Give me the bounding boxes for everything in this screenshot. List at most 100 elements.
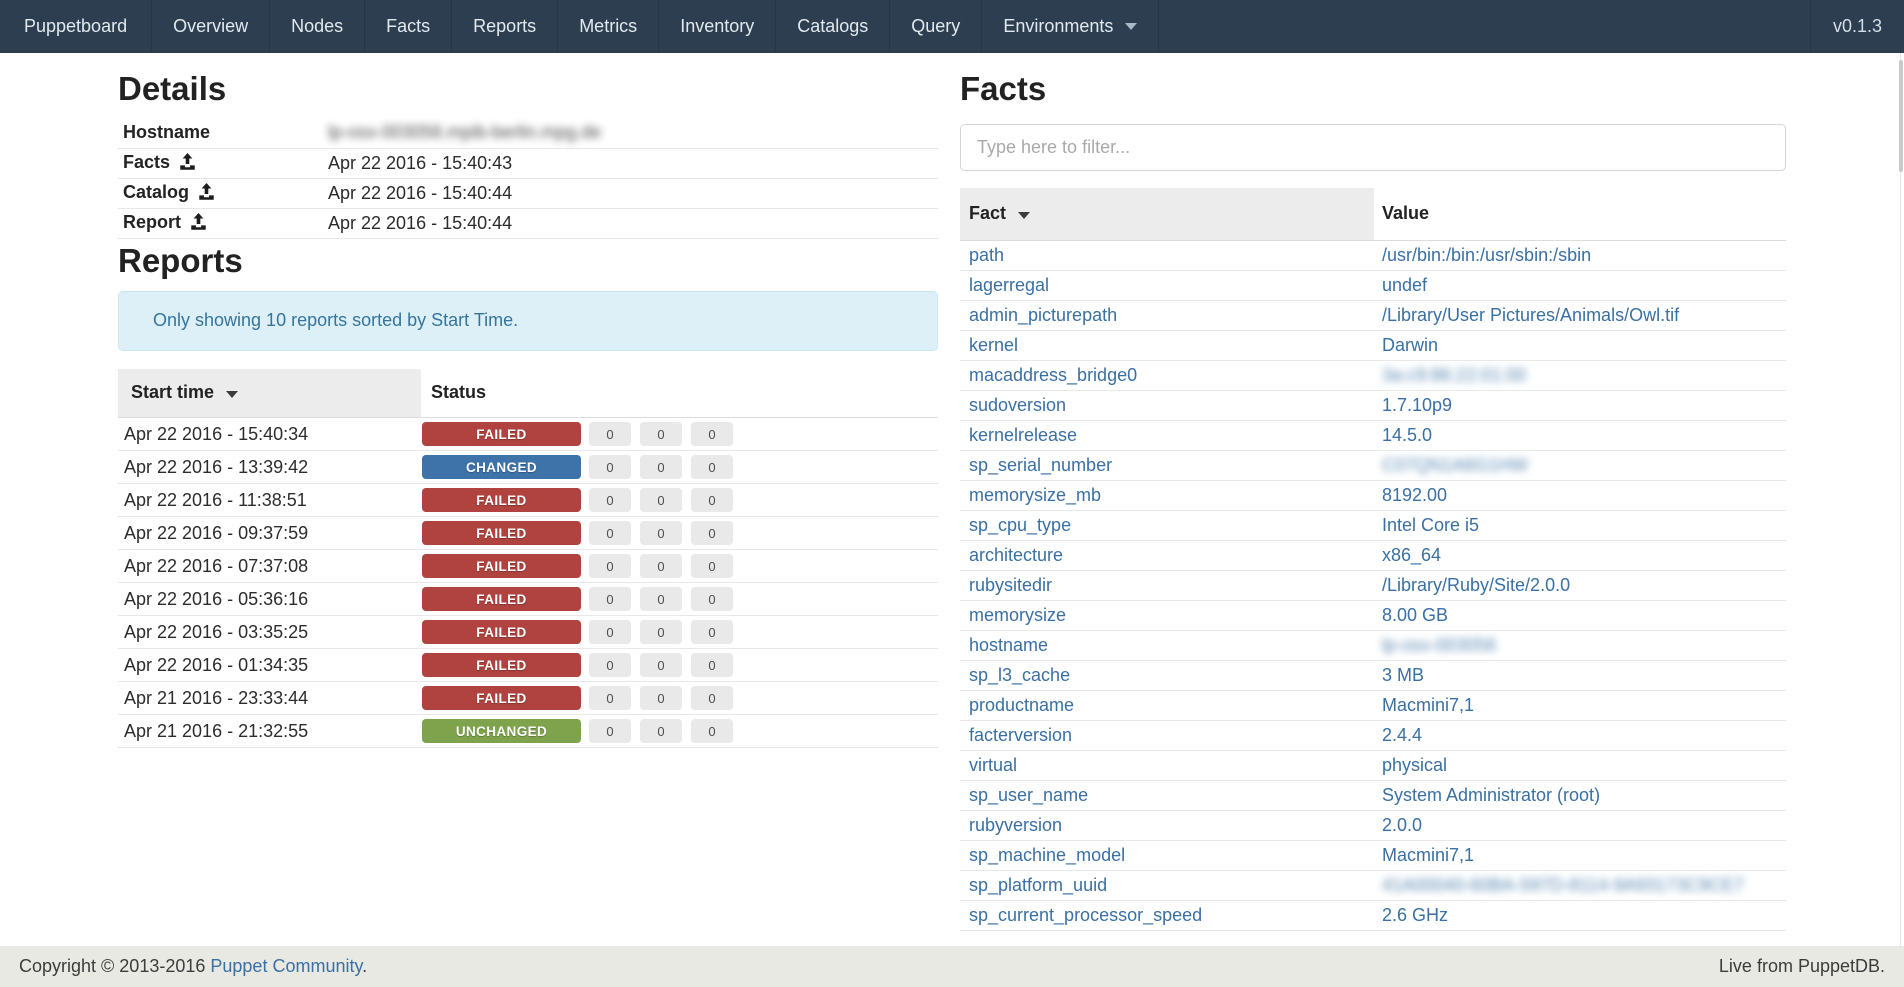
report-status-badge[interactable]: FAILED <box>422 653 581 677</box>
column-header-fact[interactable]: Fact <box>960 188 1374 241</box>
upload-icon[interactable] <box>198 182 215 205</box>
report-status-badge[interactable]: FAILED <box>422 521 581 545</box>
nav-item-environments[interactable]: Environments <box>982 0 1160 53</box>
report-status-badge[interactable]: FAILED <box>422 554 581 578</box>
sort-desc-caret-icon <box>1018 212 1031 220</box>
nav-item-query[interactable]: Query <box>890 0 983 53</box>
fact-value-link[interactable]: /usr/bin:/bin:/usr/sbin:/sbin <box>1382 244 1592 265</box>
fact-value-link[interactable]: 3a:c9:86:22:01:00 <box>1382 364 1527 385</box>
upload-icon[interactable] <box>179 152 196 175</box>
report-status-badge[interactable]: FAILED <box>422 620 581 644</box>
top-navbar: Puppetboard Overview Nodes Facts Reports Met… <box>0 0 1904 53</box>
fact-value-link[interactable]: 8192.00 <box>1382 484 1448 505</box>
nav-item-reports[interactable]: Reports <box>452 0 559 53</box>
fact-value-link[interactable]: 8.00 GB <box>1382 604 1449 625</box>
fact-value-link[interactable]: /Library/User Pictures/Animals/Owl.tif <box>1382 304 1680 325</box>
fact-name-link[interactable]: sp_user_name <box>969 784 1089 805</box>
fact-name-link[interactable]: sp_serial_number <box>969 454 1113 475</box>
fact-row: hostname lp-osx-003056 <box>960 630 1786 661</box>
upload-icon[interactable] <box>190 212 207 235</box>
fact-value-link[interactable]: 41A00040-60BA-597D-8114-9A93173C9CE7 <box>1382 874 1744 895</box>
fact-value-link[interactable]: 2.4.4 <box>1382 724 1423 745</box>
fact-value-link[interactable]: 2.6 GHz <box>1382 904 1449 925</box>
column-header-start-time[interactable]: Start time <box>118 368 421 418</box>
nav-item-metrics[interactable]: Metrics <box>558 0 660 53</box>
chevron-down-icon <box>1125 23 1138 30</box>
fact-value-link[interactable]: undef <box>1382 274 1428 295</box>
fact-name-link[interactable]: hostname <box>969 634 1049 655</box>
fact-value-link[interactable]: x86_64 <box>1382 544 1442 565</box>
puppet-community-link[interactable]: Puppet Community <box>210 956 363 976</box>
report-count-badge: 0 <box>640 521 682 545</box>
fact-name-link[interactable]: memorysize_mb <box>969 484 1102 505</box>
fact-value-link[interactable]: System Administrator (root) <box>1382 784 1601 805</box>
scrollbar-thumb[interactable] <box>1899 60 1903 172</box>
fact-name-link[interactable]: sudoversion <box>969 394 1067 415</box>
reports-notice-alert: Only showing 10 reports sorted by Start … <box>118 290 938 351</box>
fact-name-link[interactable]: sp_cpu_type <box>969 514 1072 535</box>
fact-name-link[interactable]: virtual <box>969 754 1018 775</box>
fact-row: sp_l3_cache 3 MB <box>960 660 1786 691</box>
nav-item-overview[interactable]: Overview <box>152 0 271 53</box>
fact-value-link[interactable]: 2.0.0 <box>1382 814 1423 835</box>
nav-item-facts[interactable]: Facts <box>365 0 453 53</box>
fact-name-link[interactable]: rubyversion <box>969 814 1063 835</box>
report-count-badge: 0 <box>589 587 631 611</box>
fact-value-link[interactable]: Darwin <box>1382 334 1439 355</box>
report-count-badge: 0 <box>589 686 631 710</box>
report-count-badge: 0 <box>640 653 682 677</box>
report-status-badge[interactable]: UNCHANGED <box>422 719 581 743</box>
fact-value-link[interactable]: Macmini7,1 <box>1382 694 1475 715</box>
column-header-status[interactable]: Status <box>421 368 938 418</box>
facts-filter-input[interactable] <box>960 124 1786 171</box>
nav-item-nodes[interactable]: Nodes <box>270 0 366 53</box>
report-status-badge[interactable]: FAILED <box>422 587 581 611</box>
report-count-badge: 0 <box>691 455 733 479</box>
fact-value-link[interactable]: 14.5.0 <box>1382 424 1433 445</box>
report-status-badge[interactable]: FAILED <box>422 686 581 710</box>
facts-column: Facts Fact Value path /usr/bin:/bin:/usr… <box>960 53 1786 931</box>
fact-value-link[interactable]: Intel Core i5 <box>1382 514 1480 535</box>
fact-value-link[interactable]: 3 MB <box>1382 664 1425 685</box>
fact-name-link[interactable]: path <box>969 244 1005 265</box>
fact-value-link[interactable]: lp-osx-003056 <box>1382 634 1497 655</box>
fact-name-link[interactable]: facterversion <box>969 724 1073 745</box>
fact-value-link[interactable]: Macmini7,1 <box>1382 844 1475 865</box>
report-start-time: Apr 22 2016 - 13:39:42 <box>118 450 421 484</box>
report-status-badge[interactable]: FAILED <box>422 488 581 512</box>
fact-name-link[interactable]: kernelrelease <box>969 424 1078 445</box>
reports-table: Start time Status Apr 22 2016 - 15:40:34… <box>118 368 938 748</box>
nav-item-inventory[interactable]: Inventory <box>659 0 777 53</box>
fact-name-link[interactable]: rubysitedir <box>969 574 1053 595</box>
fact-name-link[interactable]: kernel <box>969 334 1019 355</box>
report-count-badge: 0 <box>589 653 631 677</box>
fact-name-link[interactable]: productname <box>969 694 1075 715</box>
details-row: Facts Apr 22 2016 - 15:40:43 <box>118 148 938 179</box>
fact-name-link[interactable]: memorysize <box>969 604 1067 625</box>
fact-row: kernelrelease 14.5.0 <box>960 420 1786 451</box>
fact-name-link[interactable]: sp_machine_model <box>969 844 1126 865</box>
report-count-badge: 0 <box>640 422 682 446</box>
fact-name-link[interactable]: sp_current_processor_speed <box>969 904 1203 925</box>
fact-name-link[interactable]: macaddress_bridge0 <box>969 364 1138 385</box>
fact-name-link[interactable]: lagerregal <box>969 274 1050 295</box>
fact-name-link[interactable]: admin_picturepath <box>969 304 1118 325</box>
details-row-label: Facts <box>123 151 171 172</box>
fact-value-link[interactable]: /Library/Ruby/Site/2.0.0 <box>1382 574 1571 595</box>
details-title: Details <box>118 70 227 107</box>
report-count-badge: 0 <box>640 719 682 743</box>
fact-value-link[interactable]: 1.7.10p9 <box>1382 394 1453 415</box>
nav-brand[interactable]: Puppetboard <box>0 0 153 53</box>
fact-name-link[interactable]: sp_platform_uuid <box>969 874 1108 895</box>
report-status-badge[interactable]: FAILED <box>422 422 581 446</box>
fact-name-link[interactable]: architecture <box>969 544 1064 565</box>
fact-value-link[interactable]: C07QN1A6G1HW <box>1382 454 1529 475</box>
report-status-badge[interactable]: CHANGED <box>422 455 581 479</box>
fact-value-link[interactable]: physical <box>1382 754 1448 775</box>
nav-item-catalogs[interactable]: Catalogs <box>776 0 891 53</box>
fact-name-link[interactable]: sp_l3_cache <box>969 664 1071 685</box>
column-header-value[interactable]: Value <box>1374 188 1786 241</box>
